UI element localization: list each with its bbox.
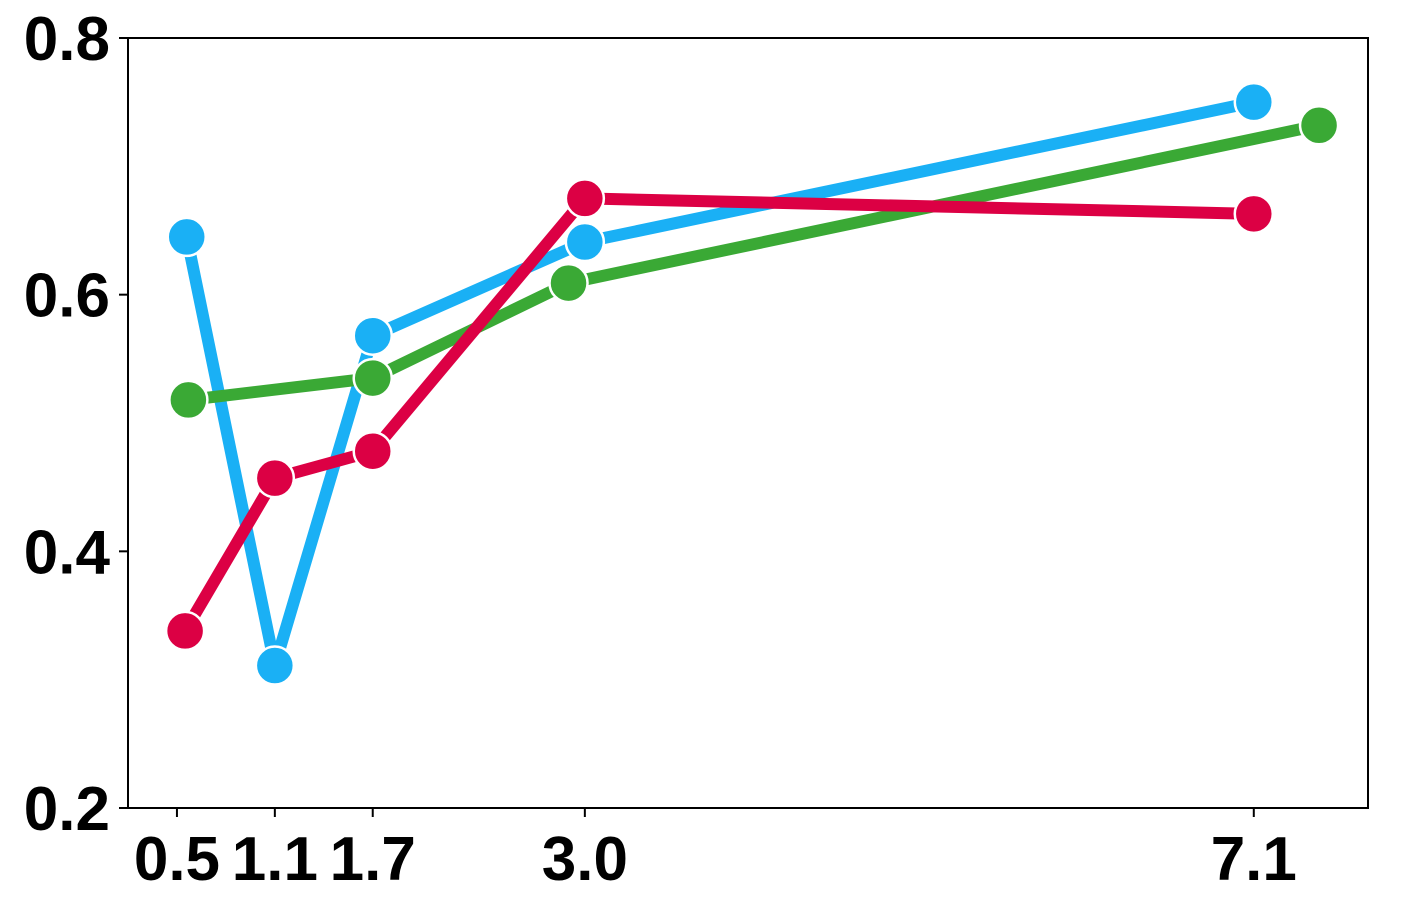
y-tick-label: 0.2: [24, 775, 110, 844]
x-tick-label: 3.0: [542, 825, 628, 894]
data-point: [1298, 105, 1340, 146]
data-point: [1233, 81, 1275, 123]
data-point: [164, 610, 206, 652]
series-group: [164, 178, 1275, 652]
data-point: [166, 216, 207, 258]
y-axis: 0.2 0.4 0.6 0.8: [24, 5, 128, 844]
y-tick-label: 0.8: [24, 5, 110, 74]
series-layer: [164, 81, 1340, 686]
x-tick-label: 1.1: [232, 825, 318, 894]
data-point: [548, 262, 589, 304]
x-tick-label: 7.1: [1211, 825, 1297, 894]
x-axis: 0.5 1.1 1.7 3.0 7.1: [134, 808, 1297, 894]
y-tick-label: 0.4: [24, 518, 111, 587]
series-group: [168, 105, 1340, 421]
data-point: [1233, 193, 1275, 235]
y-tick-label: 0.6: [24, 262, 110, 331]
data-point: [352, 430, 393, 472]
x-tick-label: 0.5: [134, 825, 220, 894]
data-point: [168, 379, 209, 421]
data-point: [254, 457, 296, 499]
x-tick-label: 1.7: [330, 825, 416, 894]
data-point: [254, 645, 296, 686]
data-point: [564, 221, 606, 263]
plot-frame: [127, 37, 1369, 809]
data-point: [352, 315, 393, 356]
data-point: [564, 178, 606, 219]
series-line: [187, 119, 1321, 406]
data-point: [352, 357, 393, 399]
